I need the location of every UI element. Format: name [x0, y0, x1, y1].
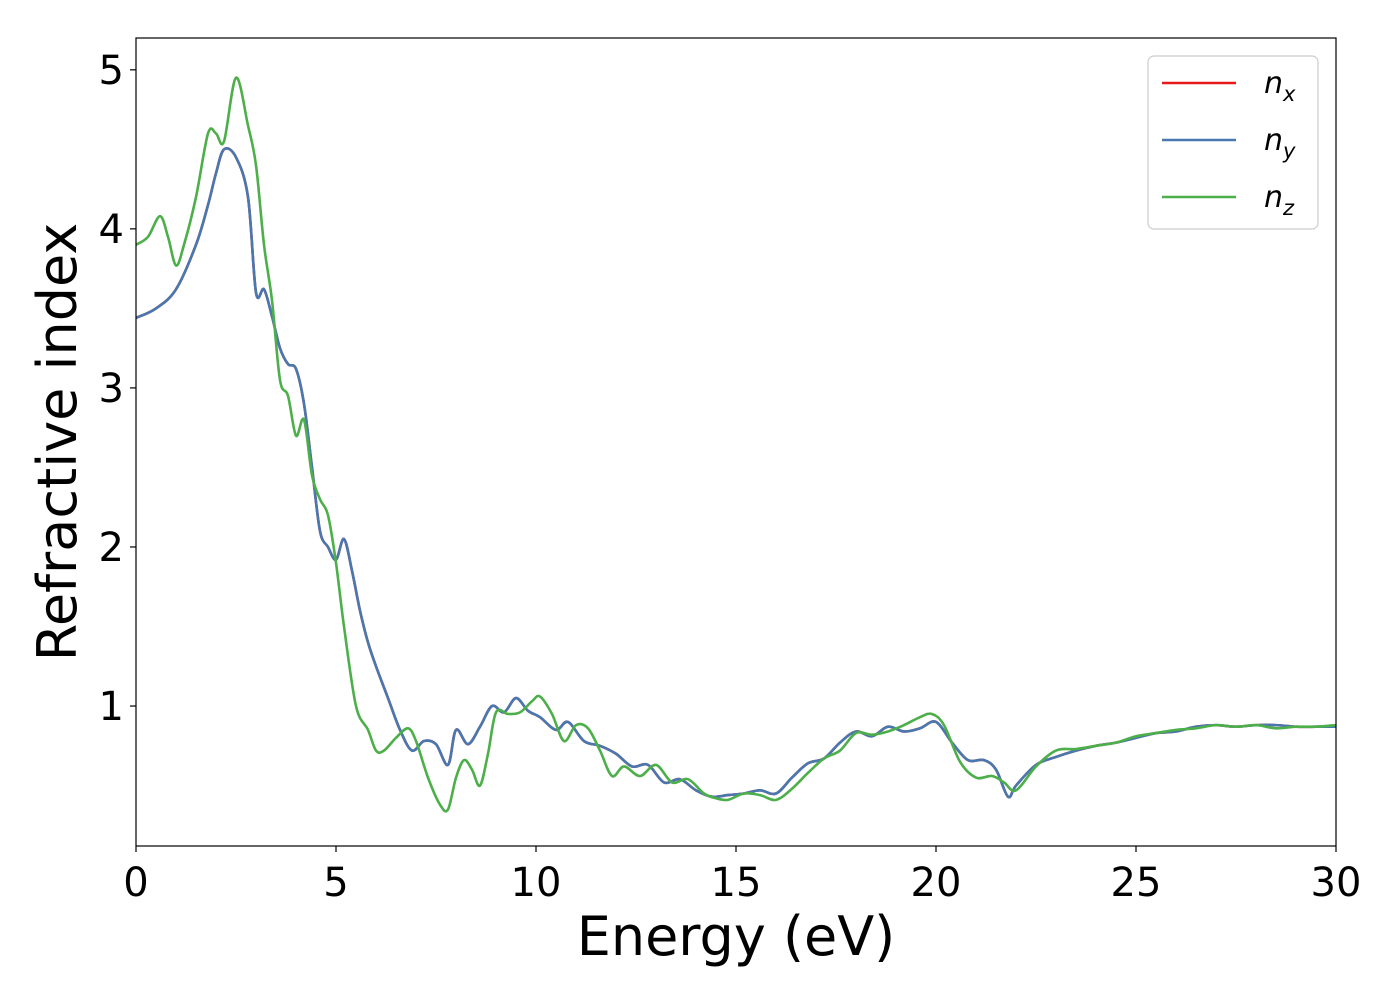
x-tick-label: 0 — [123, 860, 148, 906]
x-tick-label: 5 — [323, 860, 348, 906]
y-tick-label: 3 — [99, 366, 124, 412]
y-tick-label: 5 — [99, 48, 124, 94]
y-axis-label: Refractive index — [26, 223, 89, 662]
series-line-n-z — [136, 76, 1336, 813]
legend-label-subscript: y — [1282, 139, 1296, 163]
x-tick-label: 15 — [711, 860, 762, 906]
legend-label-x: nx — [1264, 66, 1296, 106]
plot-background — [136, 38, 1336, 846]
series-layer — [136, 76, 1336, 813]
legend-label-base: n — [1264, 123, 1283, 158]
legend-frame — [1147, 55, 1319, 230]
legend-label-z: nz — [1264, 180, 1295, 220]
y-tick-label: 2 — [99, 525, 124, 571]
y-tick-label: 4 — [99, 207, 124, 253]
legend-label-subscript: x — [1282, 82, 1296, 106]
y-axis: 1 2 3 4 5 — [99, 48, 136, 730]
legend-label-subscript: z — [1282, 196, 1295, 220]
series-line-n-y — [136, 147, 1336, 799]
legend-label-base: n — [1264, 66, 1283, 101]
legend-label-base: n — [1264, 180, 1283, 215]
x-tick-label: 10 — [511, 860, 562, 906]
legend-label-y: ny — [1264, 123, 1296, 163]
x-tick-label: 25 — [1111, 860, 1162, 906]
y-tick-label: 1 — [99, 684, 124, 730]
x-axis: 0 5 10 15 20 25 30 — [123, 846, 1361, 906]
x-axis-label: Energy (eV) — [577, 905, 896, 968]
x-tick-label: 30 — [1311, 860, 1362, 906]
x-tick-label: 20 — [911, 860, 962, 906]
